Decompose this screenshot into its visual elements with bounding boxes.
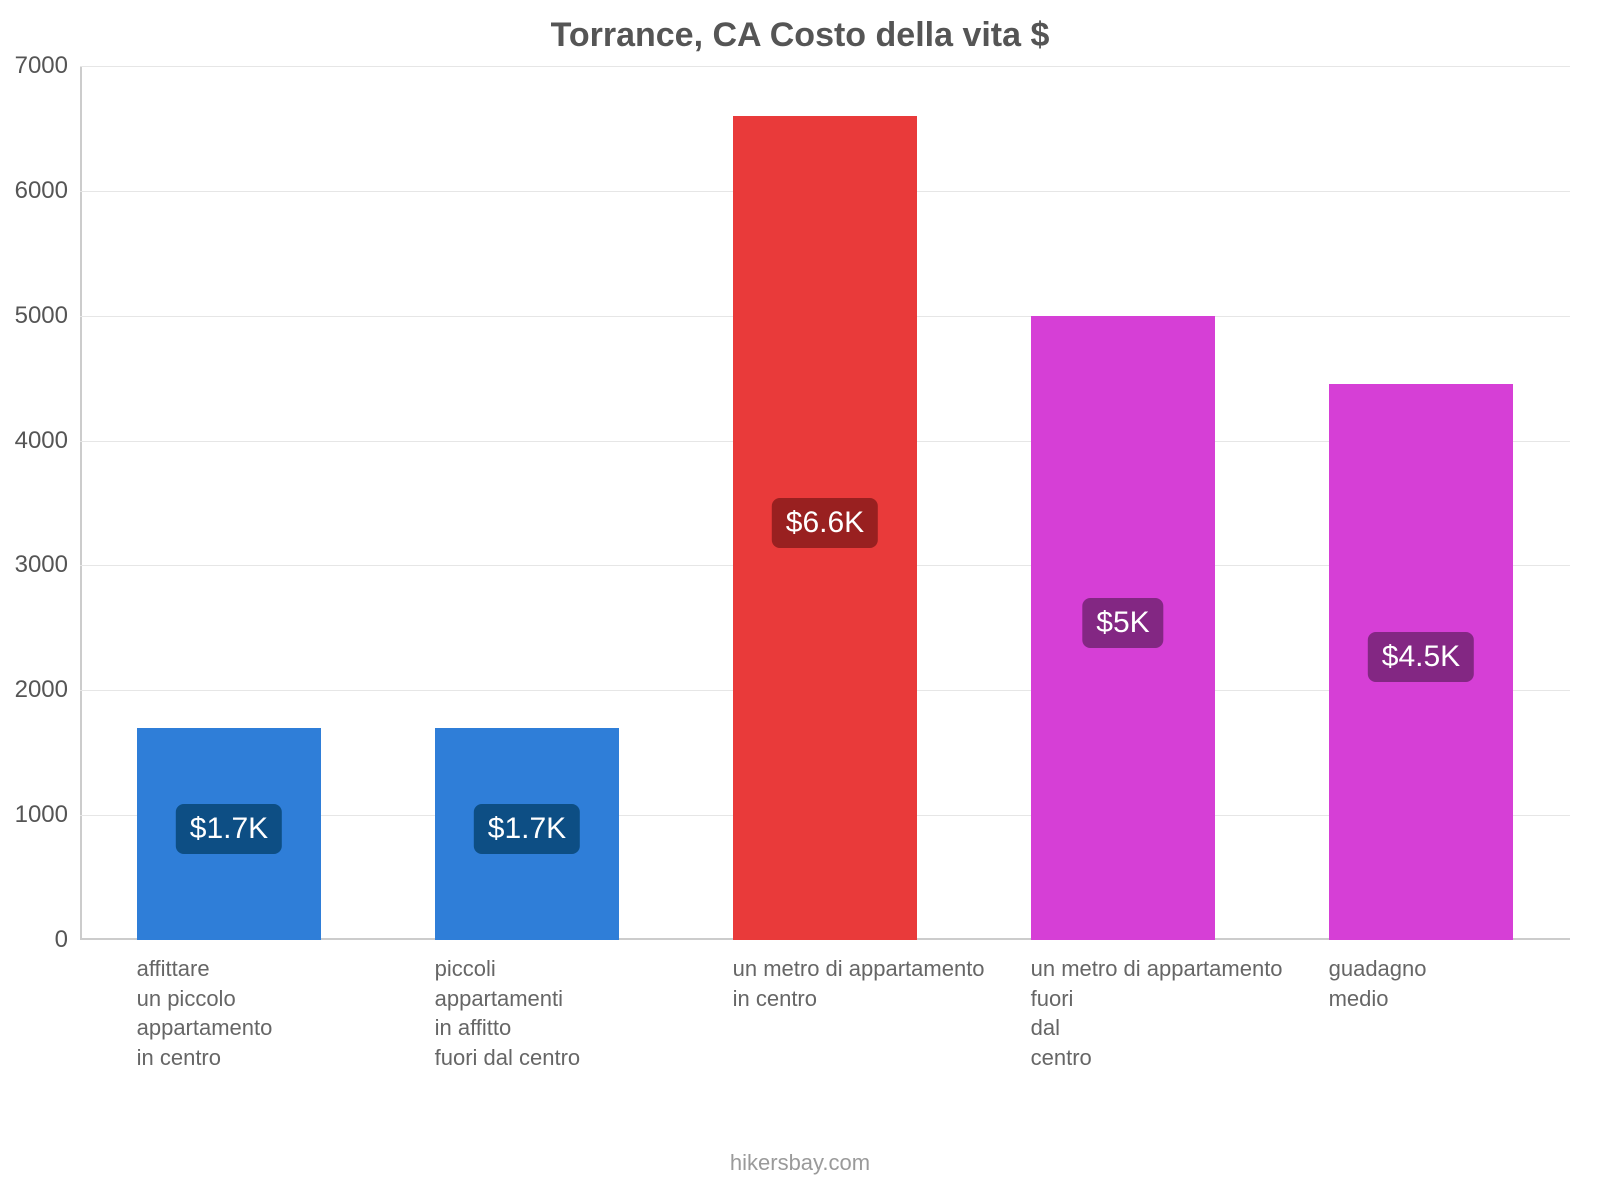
bar: $1.7K bbox=[137, 728, 322, 940]
x-tick-label: un metro di appartamento fuori dal centr… bbox=[1031, 940, 1283, 1073]
grid-line bbox=[80, 66, 1570, 67]
bar: $5K bbox=[1031, 316, 1216, 940]
footer-credit: hikersbay.com bbox=[0, 1150, 1600, 1176]
y-tick-label: 0 bbox=[55, 926, 80, 954]
y-tick-label: 7000 bbox=[15, 52, 80, 80]
x-tick-label: piccoli appartamenti in affitto fuori da… bbox=[435, 940, 581, 1073]
y-axis-line bbox=[80, 66, 82, 940]
y-tick-label: 6000 bbox=[15, 177, 80, 205]
bar-value-label: $1.7K bbox=[176, 804, 282, 854]
x-tick-label: affittare un piccolo appartamento in cen… bbox=[137, 940, 273, 1073]
bar-value-label: $5K bbox=[1082, 598, 1163, 648]
y-tick-label: 1000 bbox=[15, 801, 80, 829]
chart-title: Torrance, CA Costo della vita $ bbox=[0, 16, 1600, 55]
bar-value-label: $4.5K bbox=[1368, 632, 1474, 682]
bar: $6.6K bbox=[733, 116, 918, 940]
x-tick-label: guadagno medio bbox=[1329, 940, 1427, 1013]
bar: $4.5K bbox=[1329, 384, 1514, 940]
y-tick-label: 3000 bbox=[15, 551, 80, 579]
bar-value-label: $1.7K bbox=[474, 804, 580, 854]
y-tick-label: 2000 bbox=[15, 676, 80, 704]
plot-area: 01000200030004000500060007000$1.7Kaffitt… bbox=[80, 66, 1570, 940]
x-tick-label: un metro di appartamento in centro bbox=[733, 940, 985, 1013]
y-tick-label: 4000 bbox=[15, 427, 80, 455]
y-tick-label: 5000 bbox=[15, 302, 80, 330]
cost-of-living-chart: Torrance, CA Costo della vita $ 01000200… bbox=[0, 0, 1600, 1200]
bar-value-label: $6.6K bbox=[772, 498, 878, 548]
bar: $1.7K bbox=[435, 728, 620, 940]
